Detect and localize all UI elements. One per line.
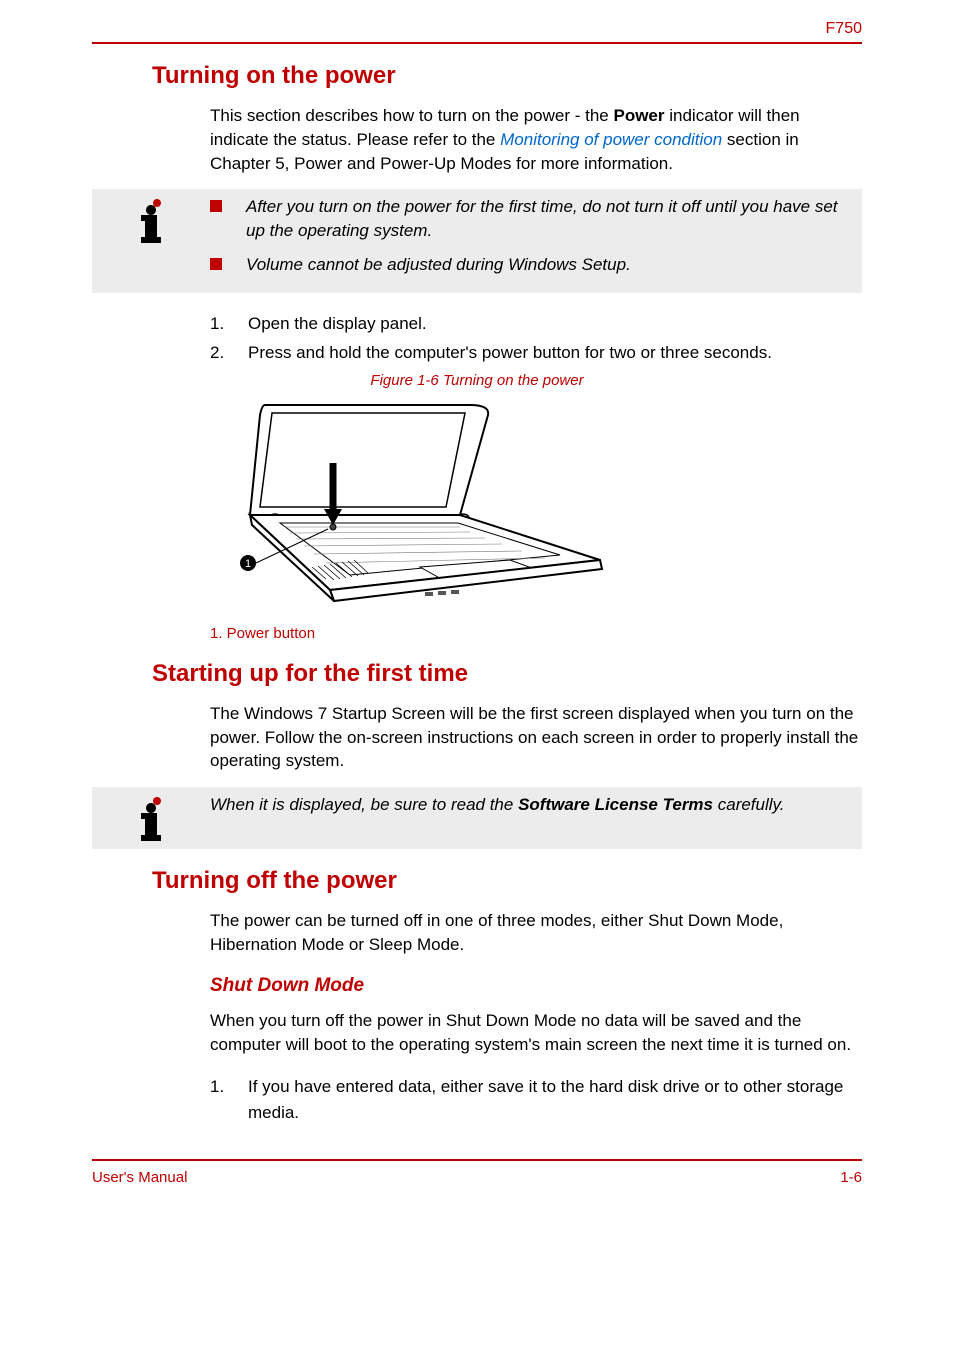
top-rule: [92, 42, 862, 44]
bottom-rule: [92, 1159, 862, 1161]
note2-post: carefully.: [713, 795, 785, 814]
note-content: After you turn on the power for the firs…: [210, 195, 852, 286]
s3-step-1-text: If you have entered data, either save it…: [248, 1074, 862, 1125]
header-model: F750: [92, 20, 862, 38]
note-block-1: After you turn on the power for the firs…: [92, 189, 862, 292]
note-bullet-2-text: Volume cannot be adjusted during Windows…: [246, 253, 852, 277]
subheading-shutdown: Shut Down Mode: [210, 975, 862, 997]
steps-list-3: 1. If you have entered data, either save…: [210, 1074, 862, 1125]
s3-step-1: 1. If you have entered data, either save…: [210, 1074, 862, 1125]
note-bullet-2: Volume cannot be adjusted during Windows…: [210, 253, 852, 277]
footer-left: User's Manual: [92, 1169, 187, 1186]
section2-para: The Windows 7 Startup Screen will be the…: [210, 702, 862, 773]
figure-label: 1. Power button: [210, 625, 862, 642]
steps-list-1: 1. Open the display panel. 2. Press and …: [210, 311, 862, 366]
intro-bold: Power: [613, 106, 664, 125]
note-bullet-1: After you turn on the power for the firs…: [210, 195, 852, 243]
step-2-num: 2.: [210, 340, 248, 366]
note2-bold: Software License Terms: [518, 795, 713, 814]
step-2-text: Press and hold the computer's power butt…: [248, 340, 862, 366]
heading-starting-up: Starting up for the first time: [152, 660, 862, 688]
footer-right: 1-6: [840, 1169, 862, 1186]
step-1: 1. Open the display panel.: [210, 311, 862, 337]
note2-content: When it is displayed, be sure to read th…: [210, 793, 852, 817]
heading-turning-off: Turning off the power: [152, 867, 862, 895]
note-block-2: When it is displayed, be sure to read th…: [92, 787, 862, 849]
info-icon: [131, 797, 171, 843]
figure-area: 1: [210, 395, 862, 615]
intro-paragraph: This section describes how to turn on th…: [210, 104, 862, 175]
section3-para: The power can be turned off in one of th…: [210, 909, 862, 957]
footer: User's Manual 1-6: [92, 1169, 862, 1186]
step-1-text: Open the display panel.: [248, 311, 862, 337]
note-bullet-1-text: After you turn on the power for the firs…: [246, 195, 852, 243]
step-1-num: 1.: [210, 311, 248, 337]
svg-text:1: 1: [245, 558, 251, 570]
step-2: 2. Press and hold the computer's power b…: [210, 340, 862, 366]
laptop-diagram: 1: [210, 395, 610, 615]
intro-pre: This section describes how to turn on th…: [210, 106, 613, 125]
note-icon-col: [92, 195, 210, 245]
section3-subpara: When you turn off the power in Shut Down…: [210, 1009, 862, 1057]
figure-caption: Figure 1-6 Turning on the power: [92, 372, 862, 389]
bullet-square-icon: [210, 200, 222, 212]
note-icon-col: [92, 793, 210, 843]
info-icon: [131, 199, 171, 245]
s3-step-1-num: 1.: [210, 1074, 248, 1125]
note2-pre: When it is displayed, be sure to read th…: [210, 795, 518, 814]
bullet-square-icon: [210, 258, 222, 270]
link-monitoring-power[interactable]: Monitoring of power condition: [500, 130, 722, 149]
heading-turning-on: Turning on the power: [152, 62, 862, 90]
